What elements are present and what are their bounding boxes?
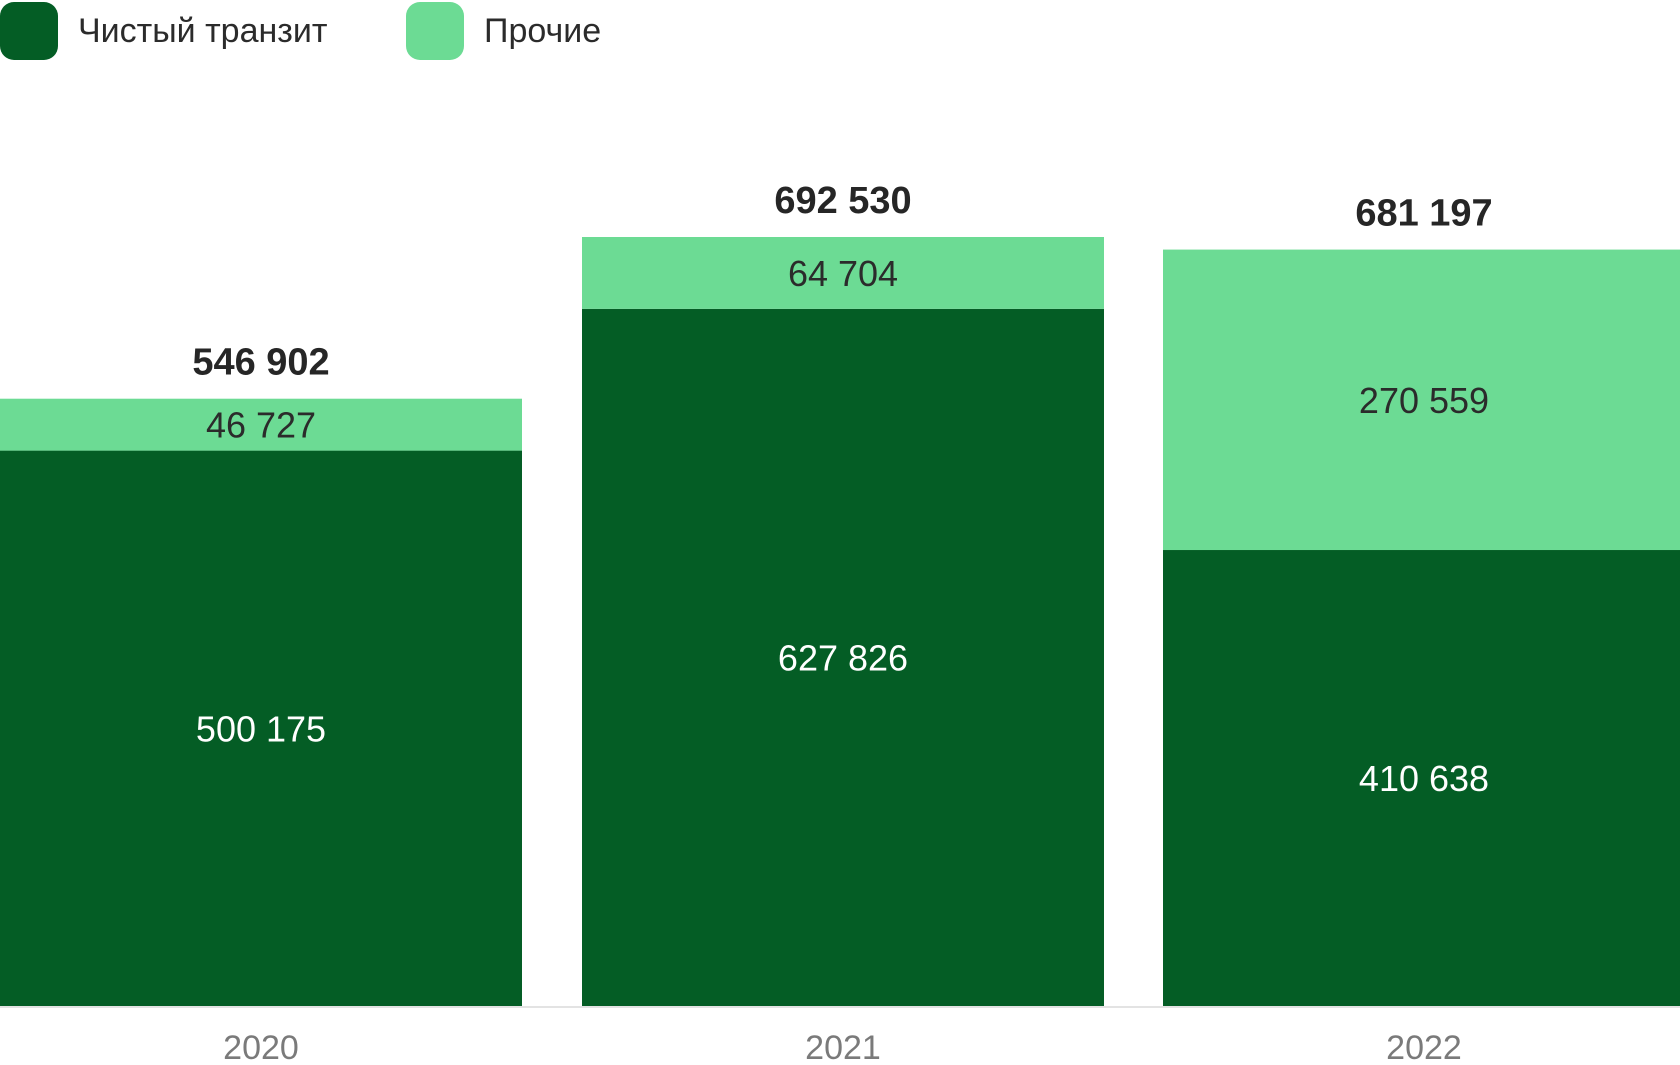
data-label-2021-clean-transit: 627 826 [778,637,908,678]
total-label-2020: 546 902 [192,342,329,384]
legend-label-clean-transit: Чистый транзит [78,12,327,50]
total-label-2021: 692 530 [774,180,911,222]
bar-segment-2021-other [582,237,1104,309]
legend-swatch-clean-transit [0,2,58,60]
x-tick-label-2020: 2020 [223,1029,299,1065]
bars: 500 175 46 727 546 902 627 826 64 704 692 530… [0,180,1680,1006]
data-label-2020-clean-transit: 500 175 [196,708,326,749]
x-tick-label-2022: 2022 [1386,1029,1462,1065]
bar-segment-2020-other [0,398,522,451]
x-tick-label-2021: 2021 [805,1029,881,1065]
legend: Чистый транзит Прочие [0,2,601,60]
bar-segment-2022-other [1163,249,1680,551]
data-label-2021-other: 64 704 [788,253,898,294]
bar-segment-2020-clean-transit [0,450,522,1006]
data-label-2020-other: 46 727 [206,405,316,446]
bar-segment-2022-clean-transit [1163,550,1680,1006]
legend-label-other: Прочие [484,12,601,50]
legend-item-other: Прочие [406,2,601,60]
legend-swatch-other [406,2,464,60]
x-axis-ticks: 2020 2021 2022 [223,1029,1462,1065]
legend-item-clean-transit: Чистый транзит [0,2,327,60]
data-label-2022-clean-transit: 410 638 [1359,758,1489,799]
total-label-2022: 681 197 [1355,193,1492,235]
bar-segment-2021-clean-transit [582,308,1104,1006]
data-label-2022-other: 270 559 [1359,380,1489,421]
